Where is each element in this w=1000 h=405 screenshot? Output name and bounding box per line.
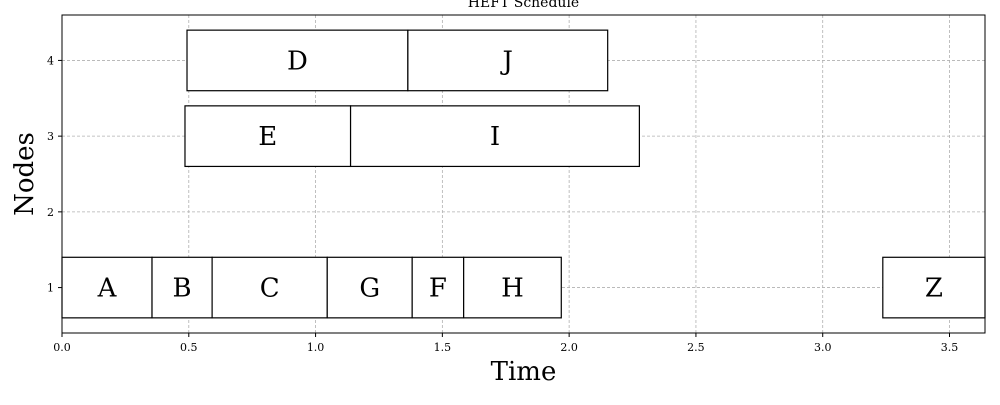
task-bar-b: [151, 256, 213, 319]
x-tick-label: 3.0: [814, 341, 832, 354]
task-label-z: Z: [925, 274, 943, 304]
task-label-e: E: [258, 122, 277, 152]
y-tick-label: 2: [47, 206, 54, 219]
task-label-j: J: [500, 46, 513, 76]
task-bar-c: [211, 256, 328, 319]
task-label-d: D: [287, 46, 308, 76]
chart-title: HEFT Schedule: [468, 0, 579, 11]
x-tick-label: 0.5: [180, 341, 198, 354]
x-tick-label: 0.0: [53, 341, 71, 354]
task-bar-i: [349, 105, 640, 168]
y-tick-label: 1: [47, 282, 54, 295]
x-tick-label: 3.5: [941, 341, 959, 354]
task-bar-h: [463, 256, 562, 319]
task-bar-e: [184, 105, 352, 168]
task-label-h: H: [501, 274, 524, 304]
x-axis-label: Time: [491, 357, 557, 387]
x-tick-label: 2.5: [687, 341, 705, 354]
task-label-i: I: [490, 122, 500, 152]
task-label-f: F: [429, 274, 447, 304]
task-bar-f: [411, 256, 465, 319]
task-layer: A B C G F H Z E I D J: [61, 29, 986, 319]
task-label-g: G: [359, 274, 380, 304]
tick-layer: 0.0 0.5 1.0 1.5 2.0 2.5 3.0 3.5 1 2 3 4: [47, 54, 958, 354]
y-tick-label: 3: [47, 130, 54, 143]
y-axis-label: Nodes: [10, 132, 40, 216]
x-tick-label: 1.5: [434, 341, 452, 354]
task-label-c: C: [260, 274, 280, 304]
task-bar-z: [882, 256, 986, 319]
task-label-b: B: [173, 274, 192, 304]
task-bar-d: [186, 29, 409, 92]
y-tick-label: 4: [47, 54, 54, 67]
task-label-a: A: [97, 274, 118, 304]
plot-frame: [61, 14, 986, 334]
task-bar-j: [407, 29, 609, 92]
x-tick-label: 2.0: [560, 341, 578, 354]
x-tick-label: 1.0: [307, 341, 325, 354]
